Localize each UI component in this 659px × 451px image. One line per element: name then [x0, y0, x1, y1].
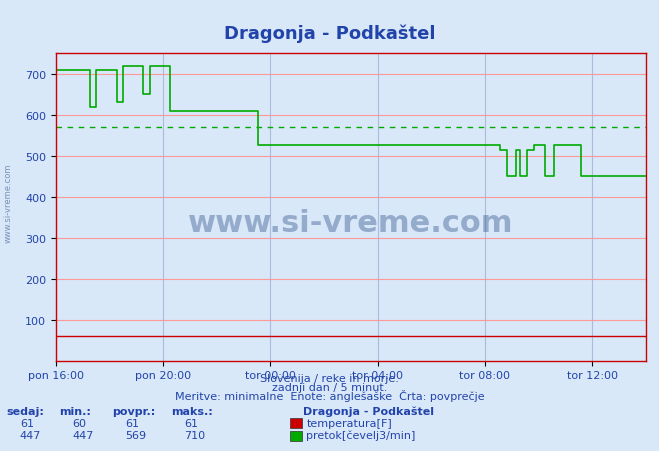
Bar: [290, 431, 302, 441]
Text: 61: 61: [185, 418, 198, 428]
Bar: [290, 419, 302, 428]
Text: 60: 60: [72, 418, 86, 428]
Text: 447: 447: [20, 430, 41, 440]
Text: sedaj:: sedaj:: [7, 406, 44, 416]
Text: povpr.:: povpr.:: [112, 406, 156, 416]
Text: Dragonja - Podkaštel: Dragonja - Podkaštel: [224, 25, 435, 43]
Text: Dragonja - Podkaštel: Dragonja - Podkaštel: [303, 405, 434, 416]
Text: Slovenija / reke in morje.: Slovenija / reke in morje.: [260, 373, 399, 383]
Text: zadnji dan / 5 minut.: zadnji dan / 5 minut.: [272, 382, 387, 392]
Text: 710: 710: [185, 430, 206, 440]
Text: temperatura[F]: temperatura[F]: [306, 418, 392, 428]
Text: min.:: min.:: [59, 406, 91, 416]
Text: www.si-vreme.com: www.si-vreme.com: [188, 208, 513, 237]
Text: maks.:: maks.:: [171, 406, 213, 416]
Text: 569: 569: [125, 430, 146, 440]
Text: 61: 61: [20, 418, 34, 428]
Text: pretok[čevelj3/min]: pretok[čevelj3/min]: [306, 430, 416, 440]
Text: www.si-vreme.com: www.si-vreme.com: [3, 163, 13, 243]
Text: Meritve: minimalne  Enote: anglešaške  Črta: povprečje: Meritve: minimalne Enote: anglešaške Črt…: [175, 389, 484, 401]
Text: 61: 61: [125, 418, 139, 428]
Text: 447: 447: [72, 430, 94, 440]
